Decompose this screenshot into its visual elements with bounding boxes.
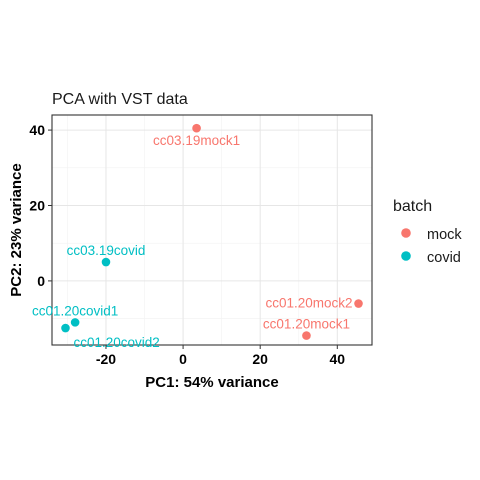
x-tick-label: 20 — [252, 351, 268, 367]
x-tick-label: 0 — [179, 351, 187, 367]
legend-label-mock: mock — [427, 227, 462, 243]
point-cc01.20covid1 — [70, 318, 80, 327]
point-cc01.20mock1 — [302, 331, 311, 340]
plot-panel-border — [51, 114, 373, 346]
grid — [52, 115, 372, 345]
y-tick-label: 20 — [29, 197, 45, 213]
point-label: cc01.20covid2 — [73, 335, 159, 350]
legend-title: batch — [393, 198, 432, 215]
point-cc03.19mock1 — [192, 123, 201, 133]
y-tick-label: 40 — [29, 122, 45, 138]
chart-title: PCA with VST data — [52, 91, 188, 108]
point-label: cc01.20mock1 — [263, 317, 350, 332]
legend-label-covid: covid — [427, 250, 461, 266]
legend-key-mock — [401, 228, 411, 238]
point-label: cc03.19covid — [67, 243, 146, 258]
x-axis-ticks: -20 0 20 40 — [96, 345, 345, 367]
x-axis-title: PC1: 54% variance — [145, 374, 278, 391]
legend-key-covid — [401, 251, 411, 261]
x-tick-label: 40 — [330, 351, 346, 367]
x-tick-label: -20 — [96, 351, 116, 367]
y-axis-ticks: 0 20 40 — [29, 122, 52, 289]
point-label: cc03.19mock1 — [153, 133, 240, 148]
legend: batch mock covid — [393, 198, 462, 266]
point-cc03.19covid — [101, 257, 111, 267]
point-cc01.20covid2 — [61, 323, 70, 333]
y-tick-label: 0 — [37, 273, 45, 289]
y-axis-title: PC2: 23% variance — [8, 163, 25, 296]
data-points: cc03.19mock1 cc01.20mock2 cc01.20mock1 cc03… — [32, 123, 363, 350]
point-label: cc01.20mock2 — [265, 296, 352, 311]
point-label: cc01.20covid1 — [32, 303, 118, 318]
point-cc01.20mock2 — [354, 299, 363, 308]
